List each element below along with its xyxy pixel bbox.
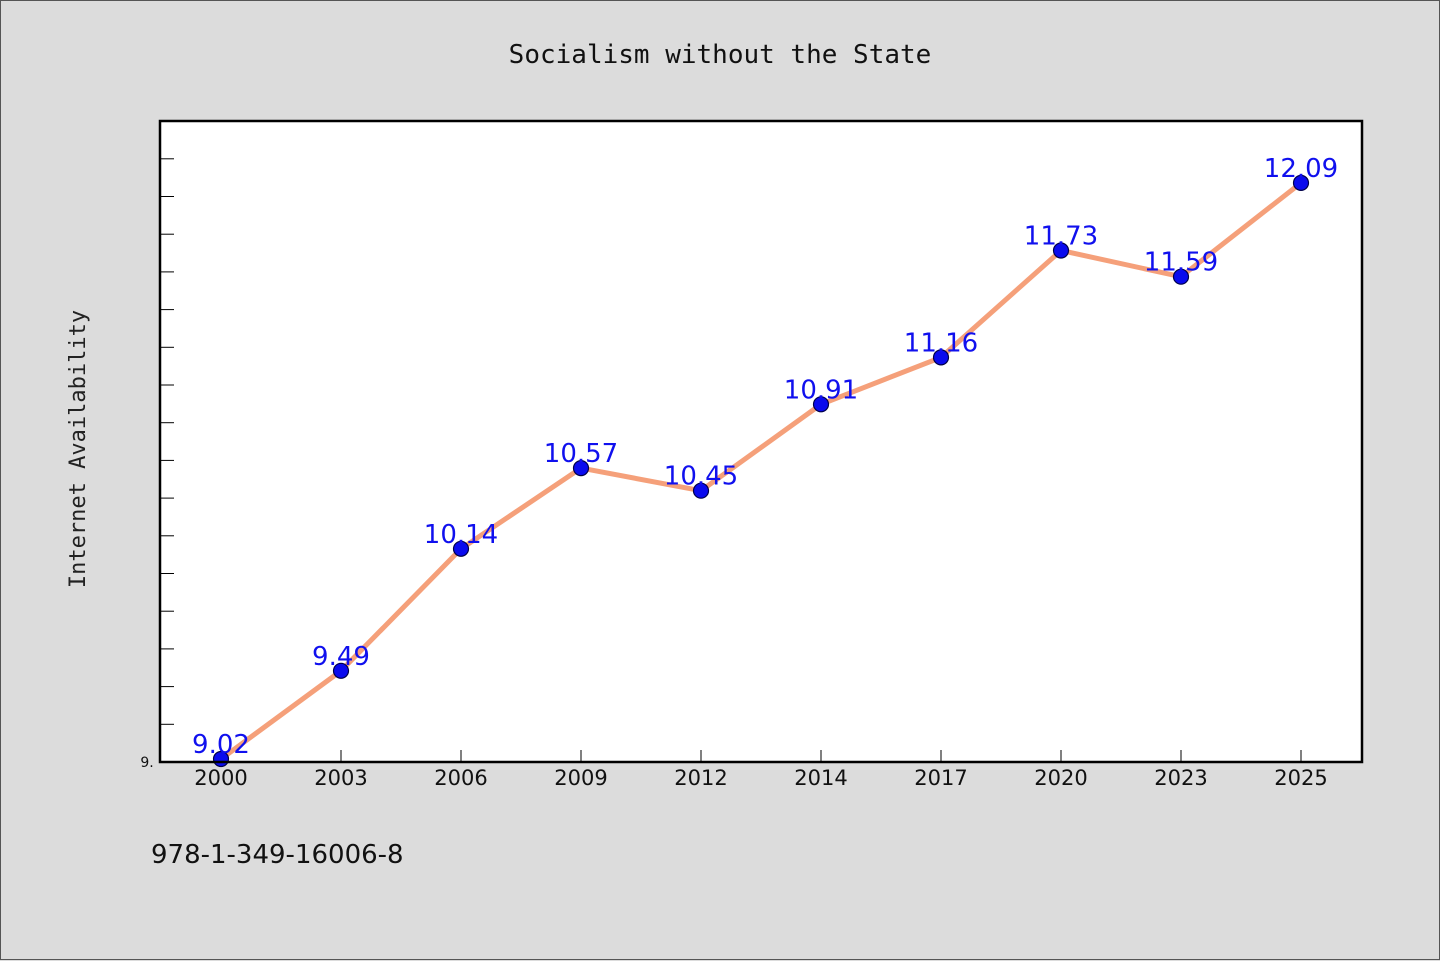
data-label: 12.09 [1264, 154, 1338, 184]
x-tick-label: 2012 [674, 766, 727, 790]
data-label: 11.16 [904, 328, 978, 358]
data-point [932, 349, 950, 366]
data-point [1052, 242, 1070, 259]
x-tick-label: 2020 [1034, 766, 1087, 790]
data-label: 9.02 [192, 730, 250, 760]
data-label: 10.45 [664, 462, 738, 492]
data-point [1292, 174, 1310, 191]
data-label: 10.91 [784, 375, 858, 405]
y-axis-ticks [160, 158, 174, 763]
data-label: 10.14 [424, 520, 498, 550]
plot-border [158, 119, 1364, 764]
data-point [1172, 268, 1190, 285]
x-axis-ticks: 2000 2003 2006 2009 2012 2014 2017 2020 2023 2025 [194, 750, 1328, 790]
series-line [218, 180, 1304, 762]
x-tick-label: 2000 [194, 766, 247, 790]
data-labels: 9.02 9.49 10.14 10.57 10.45 10.91 11.16 11.73 11… [192, 154, 1338, 760]
x-tick-label: 2006 [434, 766, 487, 790]
x-tick-label: 2014 [794, 766, 847, 790]
data-point [692, 482, 710, 499]
data-markers [212, 174, 1310, 768]
x-tick-label: 2009 [554, 766, 607, 790]
data-label: 10.57 [544, 439, 618, 469]
footer-isbn: 978-1-349-16006-8 [151, 840, 404, 870]
data-point [812, 396, 830, 413]
data-point [572, 460, 590, 477]
y-tick-label: 9. [140, 755, 153, 771]
data-point [452, 540, 470, 557]
x-tick-label: 2017 [914, 766, 967, 790]
data-point [332, 662, 350, 679]
x-tick-label: 2023 [1154, 766, 1207, 790]
x-tick-label: 2003 [314, 766, 367, 790]
plot-area [160, 121, 1362, 762]
data-label: 11.73 [1024, 222, 1098, 252]
x-tick-label: 2025 [1274, 766, 1327, 790]
data-label: 9.49 [312, 642, 370, 672]
chart-title: Socialism without the State [509, 40, 932, 70]
data-label: 11.59 [1144, 248, 1218, 278]
y-axis-label: Internet Availability [66, 310, 91, 588]
